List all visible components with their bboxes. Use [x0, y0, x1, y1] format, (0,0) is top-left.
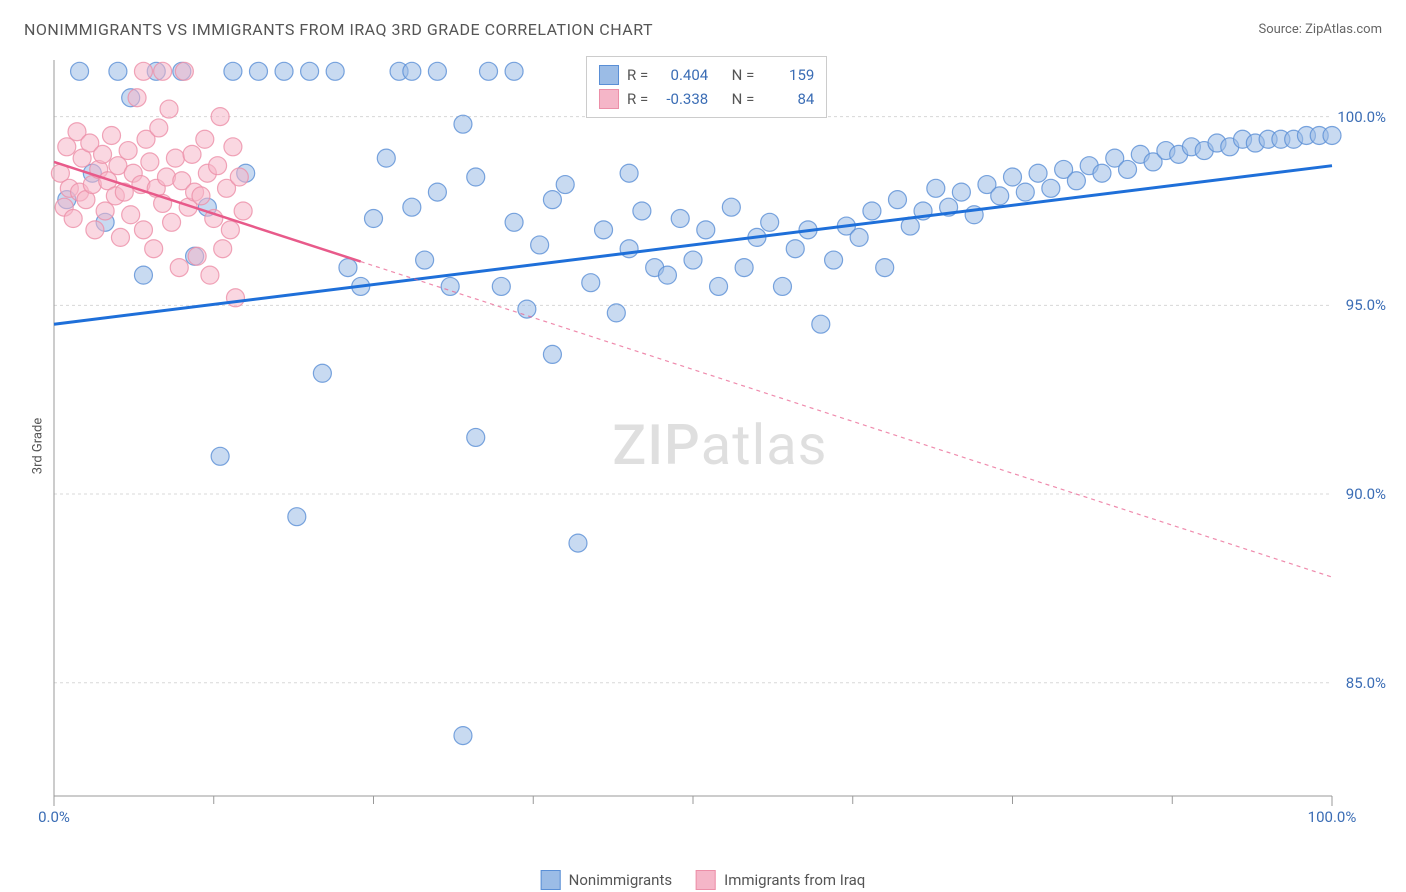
legend-item: Immigrants from Iraq — [696, 870, 865, 890]
y-tick-label: 85.0% — [1346, 674, 1386, 692]
y-axis-label: 3rd Grade — [31, 418, 46, 474]
x-tick-label: 0.0% — [38, 808, 70, 826]
chart-title: NONIMMIGRANTS VS IMMIGRANTS FROM IRAQ 3R… — [24, 20, 653, 39]
chart-area: ZIPatlas 85.0%90.0%95.0%100.0% 0.0%100.0… — [50, 50, 1390, 840]
stats-row: R =-0.338 N =84 — [599, 87, 814, 111]
y-tick-label: 90.0% — [1346, 485, 1386, 503]
y-tick-label: 95.0% — [1346, 296, 1386, 314]
legend-item: Nonimmigrants — [541, 870, 672, 890]
stats-row: R =0.404 N =159 — [599, 63, 814, 87]
x-tick-label: 100.0% — [1308, 808, 1357, 826]
stats-legend-box: R =0.404 N =159R =-0.338 N =84 — [586, 56, 827, 118]
source-label: Source: ZipAtlas.com — [1258, 22, 1382, 37]
y-tick-label: 100.0% — [1337, 108, 1386, 126]
bottom-legend: Nonimmigrants Immigrants from Iraq — [541, 870, 866, 890]
scatter-chart — [50, 50, 1390, 840]
